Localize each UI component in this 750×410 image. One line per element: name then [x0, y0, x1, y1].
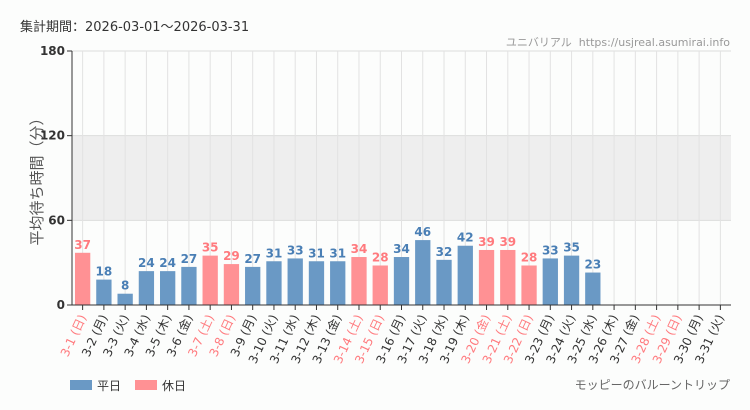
y-tick-label: 60: [48, 213, 65, 227]
data-label: 24: [159, 256, 176, 270]
bar: [202, 255, 218, 305]
bar: [521, 265, 537, 305]
bar: [74, 252, 91, 305]
data-label: 34: [351, 242, 368, 256]
data-label: 18: [96, 265, 113, 279]
legend-swatch-weekday: [70, 380, 92, 390]
bar: [245, 266, 261, 305]
bar: [287, 258, 303, 305]
data-label: 42: [457, 231, 474, 245]
data-label: 46: [414, 225, 431, 239]
legend-swatch-holiday: [135, 380, 157, 390]
bar: [478, 249, 495, 305]
bar: [415, 240, 431, 305]
data-label: 28: [372, 250, 389, 264]
source-label[interactable]: ユニバリアル https://usjreal.asumirai.info: [506, 36, 730, 49]
bar: [96, 279, 112, 305]
data-label: 27: [244, 252, 261, 266]
data-label: 28: [521, 250, 538, 264]
legend-label-weekday: 平日: [97, 379, 121, 393]
y-tick-label: 120: [40, 129, 65, 143]
data-label: 33: [542, 243, 559, 257]
data-label: 39: [478, 235, 495, 249]
y-tick-label: 180: [40, 44, 65, 58]
bar: [436, 259, 452, 305]
bar: [585, 272, 601, 305]
data-label: 31: [329, 246, 346, 260]
data-label: 33: [287, 243, 304, 257]
y-tick-label: 0: [57, 298, 65, 312]
data-label: 27: [181, 252, 198, 266]
bar: [138, 271, 155, 305]
bar: [351, 257, 367, 305]
data-label: 35: [563, 241, 580, 255]
data-label: 37: [74, 238, 91, 252]
data-label: 23: [584, 258, 601, 272]
bar: [117, 293, 133, 305]
data-label: 32: [436, 245, 453, 259]
bar: [393, 257, 410, 305]
bar: [457, 245, 473, 305]
data-label: 35: [202, 241, 219, 255]
data-label: 39: [499, 235, 516, 249]
y-axis-label: 平均待ち時間（分）: [28, 110, 46, 245]
attraction-name: モッピーのバルーントリップ: [575, 378, 730, 392]
bar: [372, 265, 388, 305]
data-label: 31: [266, 246, 283, 260]
bar: [563, 255, 580, 305]
bar: [160, 271, 176, 305]
bar: [266, 261, 282, 305]
period-label: 集計期間：2026-03-01～2026-03-31: [20, 19, 249, 35]
bar: [181, 266, 197, 305]
data-label: 24: [138, 256, 155, 270]
data-label: 8: [121, 279, 129, 293]
legend-label-holiday: 休日: [162, 379, 186, 393]
bar: [330, 261, 346, 305]
bar: [308, 261, 325, 305]
legend: 平日 休日: [70, 379, 186, 393]
bar: [500, 249, 516, 305]
data-label: 31: [308, 246, 325, 260]
data-label: 29: [223, 249, 240, 263]
bar: [223, 264, 240, 305]
data-label: 34: [393, 242, 410, 256]
bar: [542, 258, 558, 305]
